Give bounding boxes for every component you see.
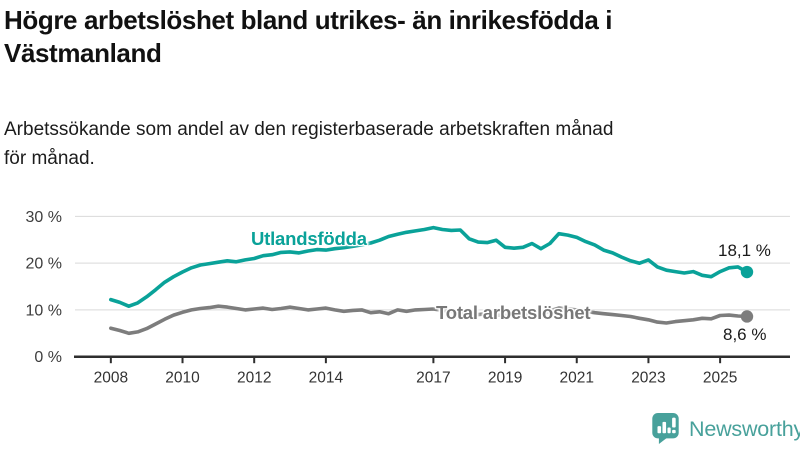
- page-title: Högre arbetslöshet bland utrikes- än inr…: [4, 4, 784, 71]
- series-label-utlandsfodda: Utlandsfödda: [251, 228, 367, 249]
- x-axis-tick-label: 2017: [416, 370, 450, 387]
- x-axis-tick-label: 2010: [165, 370, 200, 387]
- chart-subtitle-line-1: Arbetssökande som andel av den registerb…: [4, 119, 614, 140]
- page-title-line-1: Högre arbetslöshet bland utrikes- än inr…: [4, 5, 613, 35]
- y-axis-tick-label: 20 %: [26, 256, 62, 273]
- end-value-utlandsfodda: 18,1 %: [718, 241, 771, 260]
- x-axis-tick-label: 2025: [703, 370, 737, 387]
- x-axis-tick-label: 2014: [309, 370, 344, 387]
- y-axis-tick-label: 0 %: [34, 349, 62, 366]
- total-arbetsloshet-line-end-dot: [740, 310, 754, 323]
- y-axis-tick-label: 30 %: [26, 209, 62, 226]
- page-title-line-2: Västmanland: [4, 38, 162, 69]
- end-value-total-arbetsloshet: 8,6 %: [723, 325, 767, 344]
- x-axis-tick-label: 2008: [94, 370, 128, 387]
- newsworthy-logo: Newsworthy: [650, 412, 800, 445]
- y-axis-tick-label: 10 %: [26, 302, 62, 319]
- brand-name: Newsworthy: [689, 417, 800, 441]
- x-axis-tick-label: 2012: [237, 370, 271, 387]
- total-arbetsloshet-line: [109, 304, 749, 336]
- x-axis-tick-label: 2023: [631, 370, 665, 387]
- bar-chart-speech-bubble-icon: [652, 412, 679, 445]
- x-axis-tick-label: 2019: [488, 370, 522, 387]
- chart-subtitle-line-2: för månad.: [4, 147, 95, 169]
- utlandsfodda-line: [109, 225, 749, 309]
- utlandsfodda-line-end-dot: [740, 265, 754, 279]
- x-axis-tick-label: 2021: [560, 370, 594, 387]
- series-label-total-arbetsloshet: Total arbetslöshet: [436, 302, 591, 323]
- chart-subtitle: Arbetssökande som andel av den registerb…: [4, 116, 784, 173]
